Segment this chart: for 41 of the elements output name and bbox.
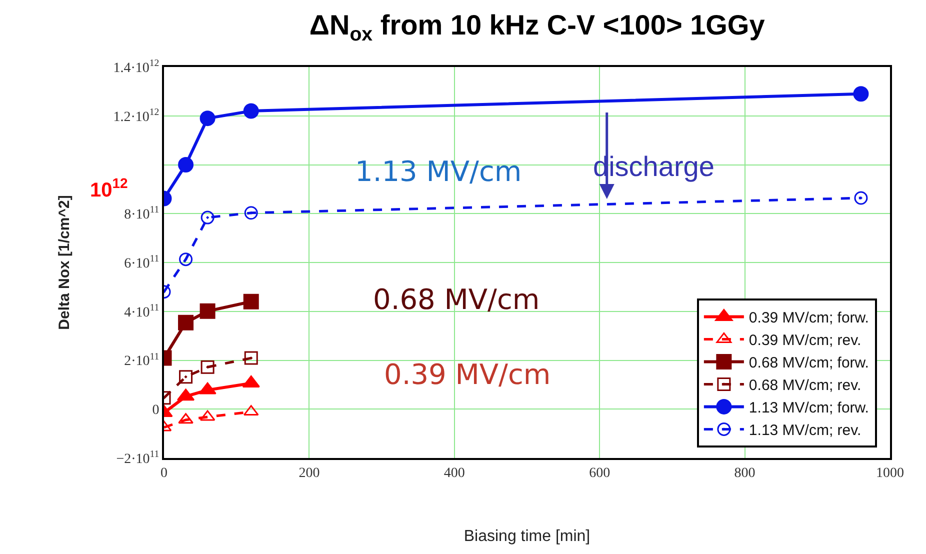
- x-tick-label: 600: [589, 466, 610, 481]
- legend-label: 0.39 MV/cm; rev.: [748, 332, 862, 350]
- legend-label: 1.13 MV/cm; rev.: [748, 422, 862, 440]
- chart-title: ΔN$_{ox}$ from 10 kHz C-V <100> 1GGy: [309, 10, 766, 46]
- legend-label: 0.68 MV/cm; forw.: [748, 354, 869, 372]
- point: [200, 360, 214, 374]
- point: [179, 370, 193, 384]
- point: [200, 303, 216, 319]
- x-tick-label: 800: [734, 466, 756, 481]
- point: [179, 252, 193, 266]
- annotation: 0.39 MV/cm: [384, 358, 551, 391]
- annotation: 1.13 MV/cm: [355, 155, 522, 188]
- text: 10$^{12}$: [90, 175, 128, 202]
- y-tick-label: 4·10$^{11}$: [124, 302, 160, 320]
- y-tick-label: 0: [152, 403, 160, 418]
- point: [200, 110, 216, 126]
- legend-label: 0.68 MV/cm; rev.: [748, 377, 862, 394]
- point: [854, 191, 868, 205]
- point: [244, 206, 258, 220]
- annotation: 0.68 MV/cm: [373, 283, 540, 316]
- y-tick-label: 2·10$^{11}$: [124, 351, 160, 370]
- y-tick-label: 1.4·10$^{12}$: [113, 58, 160, 76]
- point: [243, 294, 259, 310]
- point: [853, 86, 869, 102]
- x-tick-label: 400: [444, 466, 465, 481]
- x-tick-label: 200: [298, 466, 320, 481]
- legend-label: 0.39 MV/cm; forw.: [748, 310, 869, 327]
- point: [178, 413, 194, 424]
- point: [244, 351, 258, 365]
- point: [178, 314, 194, 330]
- y-axis-title: Delta Nox [1/cm^2]: [56, 195, 73, 330]
- y-tick-label: −2·10$^{11}$: [116, 449, 160, 467]
- point: [243, 103, 259, 119]
- y-tick-label: 6·10$^{11}$: [124, 254, 160, 272]
- x-axis-title: Biasing time [min]: [464, 528, 590, 545]
- y-tick-label: 8·10$^{11}$: [124, 204, 160, 223]
- point: [178, 157, 194, 172]
- legend-label: 1.13 MV/cm; forw.: [748, 400, 869, 417]
- point: [200, 210, 214, 224]
- y-tick-label: 1.2·10$^{12}$: [113, 106, 160, 125]
- x-tick-label: 1000: [876, 466, 904, 481]
